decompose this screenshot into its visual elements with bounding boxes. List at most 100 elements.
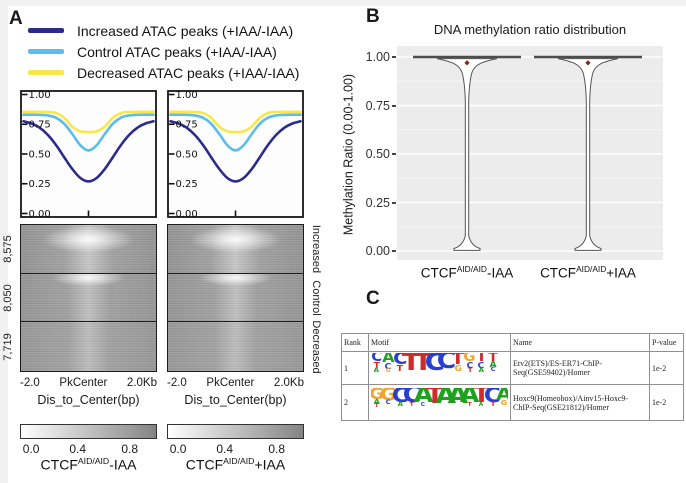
logo-letter-T: T [472,387,490,408]
legend-item: Increased ATAC peaks (+IAA/-IAA) [28,20,348,41]
logo-letter-A: A [447,387,469,409]
heatmap-block-decreased [21,322,156,371]
heatmap-column-minus-iaa [20,224,157,372]
condition-suffix: -IAA [109,456,137,473]
logo-letter-A: A [459,387,480,408]
violin-1 [534,55,642,251]
cell-motif-logo: GATGCCACTACTAAATTACTAG [368,384,511,421]
logo-letter-A: A [478,402,484,409]
logo-letter-T: T [425,387,444,409]
mean-marker [585,60,591,66]
logo-position: GAT [371,388,384,409]
profile-plot-minus-iaa: 1.00 0.75 0.50 0.25 0.00 [20,90,157,218]
logo-letter-T: T [409,402,414,409]
cbar-tick-04: 0.4 [216,442,233,456]
logo-letter-C: C [371,353,383,365]
logo-letter-A: A [373,397,380,406]
logo-position: AG [496,388,508,408]
logo-letter-T: T [488,353,498,364]
condition-suffix: +IAA [254,456,286,473]
heatmap-xticks-plus-iaa: -2.0 PkCenter 2.0Kb [167,377,304,389]
logo-position: T [425,387,444,409]
svg-text:0.00: 0.00 [29,209,51,218]
svg-text:0.25: 0.25 [29,179,51,190]
xtick-right: 2.0Kb [126,377,157,389]
logo-letter-T: T [402,353,421,376]
cell-rank: 2 [341,384,369,421]
logo-letter-A: A [489,360,497,370]
legend-item: Control ATAC peaks (+IAA/-IAA) [28,41,348,62]
logo-letter-T: T [451,353,465,369]
violin-ytick-mark [392,250,396,252]
header-p-value: P-value [649,333,684,352]
page-edge-left [0,0,8,483]
cbar-tick-0: 0.0 [22,442,40,456]
table-header-row: Rank Motif Name P-value [341,333,684,352]
logo-position: T [402,353,421,374]
header-rank: Rank [341,333,369,352]
logo-position: A [436,388,456,408]
violin-ytick-025: 0.25 [365,196,390,210]
svg-text:0.50: 0.50 [29,149,51,160]
heatmap-xaxis-title: Dis_to_Center(bp) [37,393,140,407]
category-base: CTCF [540,265,577,281]
logo-letter-C: C [385,361,392,371]
category-suffix: -IAA [486,265,514,281]
cell-p-value: 1e-2 [649,351,684,385]
category-sup: AID/AID [456,264,487,274]
cbar-tick-04: 0.4 [69,442,86,456]
logo-letter-T: T [374,402,379,409]
violin-plot-area [397,46,663,260]
category-base: CTCF [420,265,457,281]
svg-text:0.50: 0.50 [176,149,198,160]
svg-text:1.00: 1.00 [176,90,198,101]
logo-letter-C: C [392,353,408,369]
cell-rank: 1 [341,351,369,385]
cell-name: Etv2(ETS)/ES-ER71-ChIP-Seq(GSE59402)/Hom… [510,351,650,385]
logo-letter-T: T [490,400,496,408]
heatmap-xticks-minus-iaa: -2.0 PkCenter 2.0Kb [20,377,157,389]
legend-label: Control ATAC peaks (+IAA/-IAA) [77,43,277,60]
heatmap-column-plus-iaa [167,224,304,372]
cbar-tick-08: 0.8 [121,442,139,456]
legend-item: Decreased ATAC peaks (+IAA/-IAA) [28,62,348,83]
logo-letter-G: G [463,353,476,365]
violin-ytick-000: 0.00 [365,244,390,258]
header-name: Name [510,333,650,352]
xtick-center: PkCenter [206,377,255,389]
heatmap-block-increased [21,225,156,274]
condition-sup: AID/AID [223,456,255,466]
violin-ytick-mark [392,105,396,107]
svg-text:0.75: 0.75 [29,120,51,131]
logo-letter-A: A [496,388,508,403]
logo-letter-A: A [478,366,484,374]
logo-position: T [414,353,433,374]
legend-color-swatch [28,49,64,54]
condition-base: CTCF [185,456,224,473]
logo-letter-C: C [391,387,409,407]
heatmap-block-increased [168,225,303,274]
page-edge-top [0,0,686,6]
logo-position: C [437,353,456,373]
cbar-tick-0: 0.0 [169,442,187,456]
logo-letter-G: G [501,399,508,408]
logo-letter-G: G [454,363,462,373]
violin-plot-svg [397,55,663,252]
condition-sup: AID/AID [77,456,110,466]
heatmap-xaxis-title: Dis_to_Center(bp) [184,393,287,407]
logo-letter-A: A [382,353,395,366]
logo-letter-C: C [385,399,391,407]
xtick-left: -2.0 [20,377,40,389]
